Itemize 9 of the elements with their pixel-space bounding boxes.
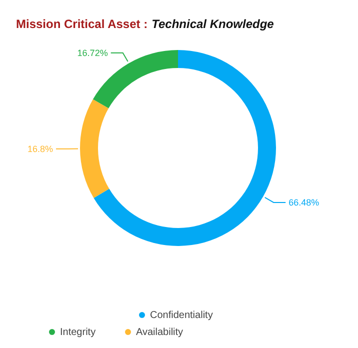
data-label: 16.72% [77,48,108,58]
chart-subtitle: Technical Knowledge [152,17,274,31]
chart-title: Mission Critical Asset : [16,17,148,31]
data-label: 66.48% [288,197,320,208]
data-label: 16.8% [27,144,54,154]
legend-label: Integrity [60,327,96,338]
legend-label: Confidentiality [150,310,213,321]
legend-label: Availability [136,327,184,338]
donut-slice [80,99,110,198]
